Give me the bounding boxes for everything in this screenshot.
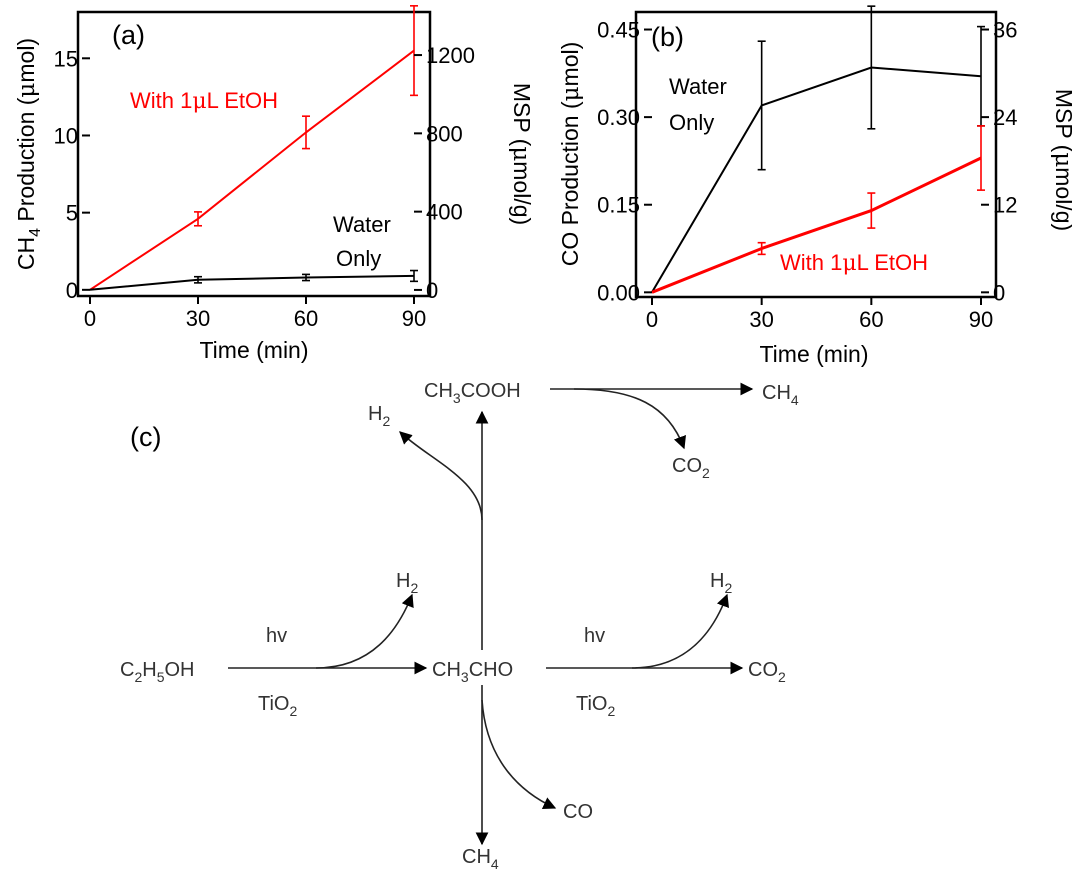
panel-a-ytick-label: 5: [66, 201, 78, 226]
panel-a-xtick-label: 60: [294, 306, 318, 331]
h2-right-label: H2: [710, 570, 732, 596]
panel-a-xtick-label: 30: [186, 306, 210, 331]
h2-left-label: H2: [396, 570, 418, 596]
panel-b-series-1-errorbar: [977, 125, 985, 191]
panel-b-water-label-line2: Only: [669, 110, 714, 135]
panel-b-ytick-label: 0.30: [597, 105, 640, 130]
panel-b-ytick-label: 0.00: [597, 280, 640, 305]
co2-right-label: CO2: [748, 659, 786, 685]
panel-a-series-0-errorbar: [194, 211, 202, 227]
panel-a-series-0-errorbar: [410, 5, 418, 97]
panel-a-ylabel: CH4 Production (μmol): [13, 38, 44, 270]
panel-b-water-label-line1: Water: [669, 74, 727, 99]
panel-a-ytick-label: 10: [54, 123, 78, 148]
arrow-h2-top-branch: [399, 431, 483, 521]
panel-a-y2tick-label: 0: [426, 278, 438, 303]
panel-a-ytick-label: 0: [66, 278, 78, 303]
ch4-top-label: CH4: [762, 382, 799, 408]
tio2-right-label: TiO2: [576, 693, 615, 719]
panel-b-series-1-line: [651, 156, 982, 294]
panel-a-water-label-line1: Water: [333, 212, 391, 237]
arrow-co-branch: [481, 699, 557, 810]
panel-b-chart: (b) 0 30 60 90 0.00 0.15 0.30 0.45 0 12 24 36 Water…: [557, 5, 1072, 367]
ethanol-label: C2H5OH: [120, 659, 195, 685]
panel-b-series-1-errorbar: [757, 241, 766, 256]
hv-right-label: hv: [584, 625, 605, 647]
panel-a-xtick-label: 90: [402, 306, 426, 331]
panel-a-plot-frame: [76, 10, 432, 298]
panel-b-y2tick-label: 24: [993, 105, 1017, 130]
co2-top-label: CO2: [672, 455, 710, 481]
panel-b-etoh-label: With 1μL EtOH: [780, 250, 928, 276]
panel-b-xtick-label: 30: [749, 307, 773, 332]
panel-b-y2tick-label: 0: [993, 280, 1005, 305]
panel-b-series-1-errorbar: [867, 192, 876, 229]
panel-b-xtick-label: 60: [859, 307, 883, 332]
panel-a-y2tick-label: 1200: [426, 43, 475, 68]
panel-a-series-0-line: [89, 49, 415, 291]
arrow-co2-top-branch: [573, 388, 686, 450]
acetaldehyde-label: CH3CHO: [432, 659, 513, 685]
panel-a-series-1-line: [89, 274, 415, 291]
panel-a-y2label: MSP (μmol/g): [508, 83, 535, 225]
panel-a-label: (a): [112, 20, 145, 50]
panel-a-series-1-errorbar: [302, 273, 310, 282]
panel-b-ytick-label: 0.15: [597, 193, 640, 218]
panel-b-series-0-line: [651, 66, 982, 293]
panel-b-xtick-label: 0: [646, 307, 658, 332]
panel-a-series-1-errorbar: [194, 275, 202, 284]
panel-b-y2tick-label: 36: [993, 18, 1017, 43]
panel-b-series-0-errorbar: [757, 40, 766, 171]
panel-a-water-label-line2: Only: [336, 246, 381, 271]
panel-a-series-1-errorbar: [410, 269, 418, 283]
tio2-left-label: TiO2: [258, 693, 297, 719]
panel-a-xtick-label: 0: [84, 306, 96, 331]
panel-a-xlabel: Time (min): [199, 337, 308, 363]
panel-a-y2tick-label: 400: [426, 200, 463, 225]
panel-b-xlabel: Time (min): [759, 341, 868, 367]
arrow-h2-right-branch: [631, 593, 729, 669]
co-label: CO: [563, 801, 593, 823]
panel-b-ytick-label: 0.45: [597, 18, 640, 43]
hv-left-label: hv: [266, 625, 287, 647]
ch4-bottom-label: CH4: [462, 846, 499, 872]
panel-b-series-0-errorbar: [867, 5, 876, 130]
panel-b-ylabel: CO Production (μmol): [557, 42, 584, 267]
panel-b-plot-frame: [634, 10, 998, 299]
arrow-h2-left-branch: [315, 593, 414, 669]
panel-c-reaction-scheme: (c) C2H5OH CH3CHO CH3COOH CH4 CO2 H2 H2 …: [120, 380, 799, 872]
panel-a-etoh-label: With 1μL EtOH: [130, 88, 278, 114]
panel-b-label: (b): [651, 22, 684, 52]
panel-a-y2tick-label: 800: [426, 121, 463, 146]
acetic-acid-label: CH3COOH: [424, 380, 521, 406]
h2-top-label: H2: [368, 403, 390, 429]
panel-c-label: (c): [130, 422, 161, 452]
panel-a-ytick-label: 15: [54, 46, 78, 71]
panel-a-series-0-errorbar: [302, 115, 310, 150]
panel-b-y2tick-label: 12: [993, 193, 1017, 218]
panel-b-y2label: MSP (μmol/g): [1050, 89, 1072, 231]
panel-b-xtick-label: 90: [969, 307, 993, 332]
